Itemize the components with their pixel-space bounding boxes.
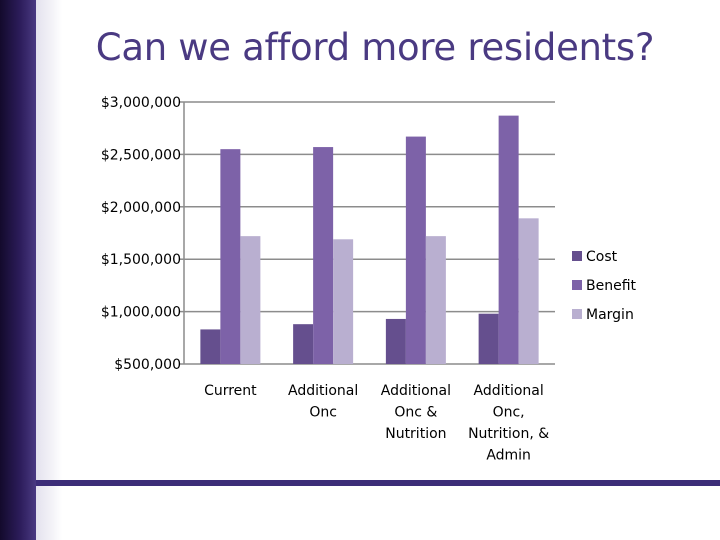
sidebar-decoration — [0, 0, 36, 540]
legend-label-cost: Cost — [586, 249, 618, 265]
x-category-label: Admin — [486, 448, 531, 464]
legend-swatch-benefit — [572, 280, 582, 290]
y-tick-label: $3,000,000 — [101, 95, 181, 111]
bar-cost — [385, 318, 406, 364]
x-category-label: Additional — [381, 383, 451, 399]
x-category-label: Onc, — [493, 405, 525, 421]
x-category-label: Additional — [288, 383, 358, 399]
bar-benefit — [498, 115, 519, 365]
y-axis: $500,000 $1,000,000 $1,500,000 $2,000,000 $2… — [101, 95, 185, 373]
legend-label-margin: Margin — [586, 307, 634, 323]
y-tick-label: $2,000,000 — [101, 200, 181, 216]
bar-margin — [240, 236, 261, 364]
y-tick-label: $1,000,000 — [101, 305, 181, 321]
x-axis-labels: Current Additional Onc Additional Onc & Nutri… — [204, 383, 549, 464]
bars — [200, 115, 539, 365]
bar-margin — [425, 236, 446, 364]
legend: Cost Benefit Margin — [572, 249, 637, 323]
bar-cost — [200, 329, 221, 364]
x-category-label: Nutrition, & — [468, 426, 549, 442]
slide-title: Can we afford more residents? — [95, 26, 655, 69]
bar-benefit — [313, 147, 334, 364]
bar-cost — [293, 324, 314, 364]
x-category-label: Onc — [309, 405, 337, 421]
y-tick-label: $1,500,000 — [101, 252, 181, 268]
x-category-label: Current — [204, 383, 257, 399]
sidebar-fade — [36, 0, 62, 540]
bar-benefit — [220, 149, 241, 364]
legend-swatch-cost — [572, 251, 582, 261]
x-category-label: Additional — [473, 383, 543, 399]
bar-cost — [478, 313, 499, 364]
x-category-label: Onc & — [394, 405, 437, 421]
bar-benefit — [405, 136, 426, 364]
y-tick-label: $2,500,000 — [101, 147, 181, 163]
legend-swatch-margin — [572, 309, 582, 319]
x-category-label: Nutrition — [385, 426, 446, 442]
y-tick-label: $500,000 — [114, 357, 181, 373]
footer-divider — [36, 480, 720, 486]
legend-label-benefit: Benefit — [586, 278, 637, 294]
bar-margin — [518, 218, 539, 364]
bar-margin — [333, 239, 354, 364]
